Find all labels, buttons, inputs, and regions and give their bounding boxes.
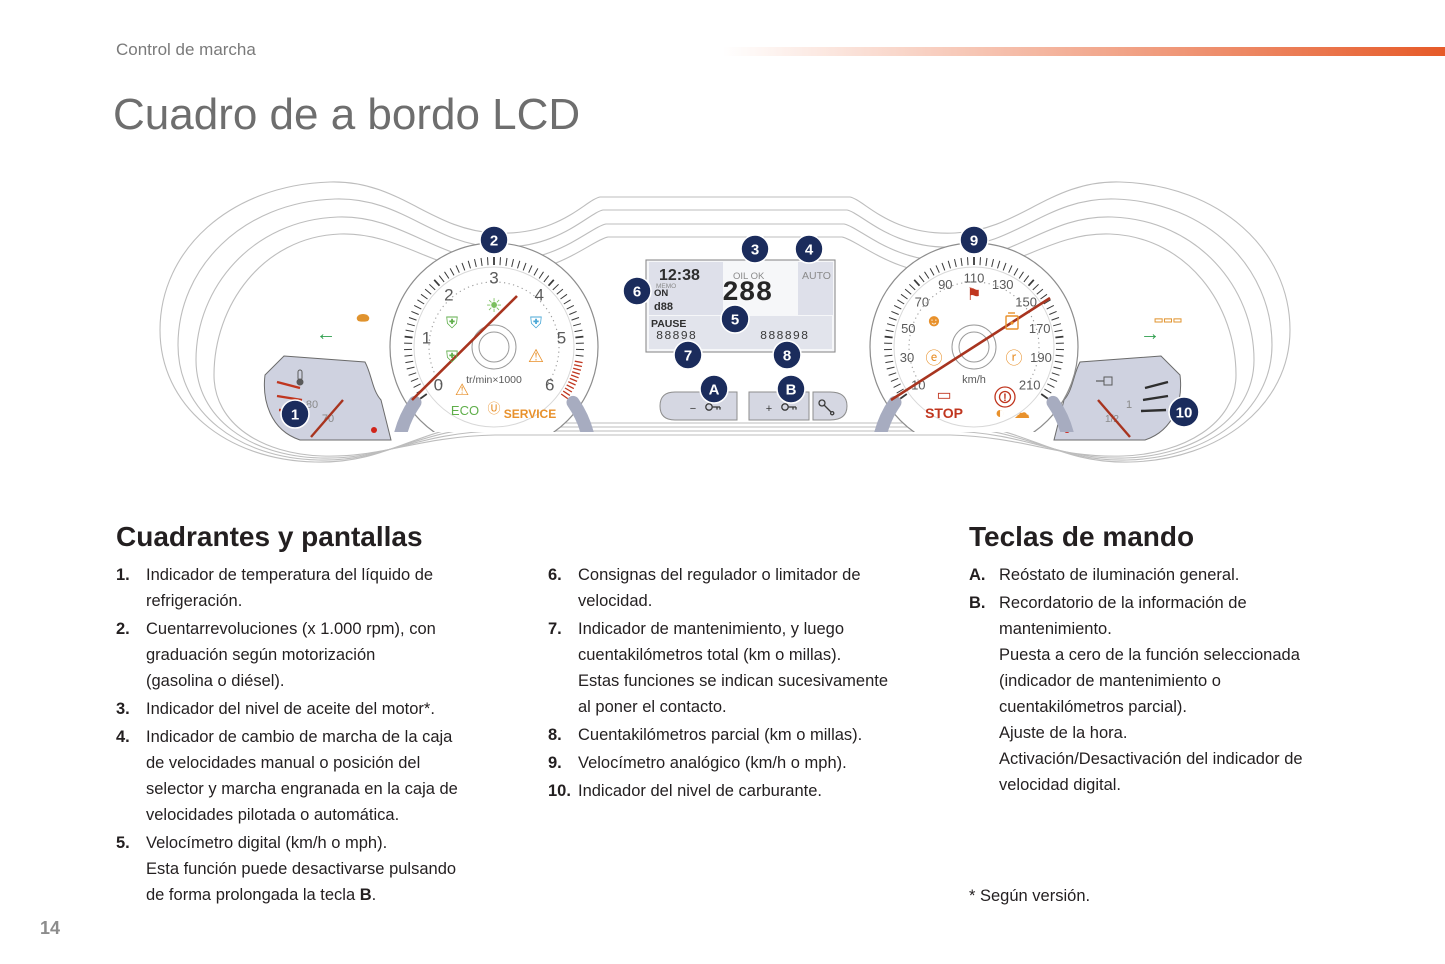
svg-text:2: 2 [490, 233, 498, 250]
svg-text:5: 5 [557, 329, 566, 348]
svg-text:50: 50 [901, 321, 915, 336]
svg-text:tr/min×1000: tr/min×1000 [466, 374, 522, 386]
svg-text:1: 1 [422, 329, 431, 348]
svg-text:5: 5 [731, 312, 739, 329]
svg-text:12:38: 12:38 [659, 267, 700, 284]
svg-text:1: 1 [1126, 399, 1132, 411]
svg-text:A: A [709, 382, 720, 399]
svg-text:⚠: ⚠ [455, 382, 469, 399]
svg-text:Ⓤ: Ⓤ [487, 401, 500, 416]
svg-text:4: 4 [534, 286, 543, 305]
svg-text:▭▭▭: ▭▭▭ [1154, 315, 1182, 326]
svg-text:⚑: ⚑ [966, 285, 981, 304]
svg-text:9: 9 [970, 233, 978, 250]
svg-text:210: 210 [1019, 377, 1041, 392]
svg-text:⛨: ⛨ [446, 349, 458, 366]
svg-text:AUTO: AUTO [802, 270, 831, 282]
svg-text:190: 190 [1030, 350, 1052, 365]
svg-text:→: → [1140, 323, 1160, 345]
svg-text:ON: ON [654, 288, 668, 299]
svg-text:110: 110 [964, 270, 985, 285]
svg-text:⛨: ⛨ [530, 315, 542, 332]
svg-text:▭: ▭ [936, 387, 951, 404]
svg-text:90: 90 [938, 277, 952, 292]
svg-text:30: 30 [900, 350, 914, 365]
svg-text:−: − [690, 403, 696, 415]
svg-text:☀: ☀ [485, 296, 502, 317]
svg-text:3: 3 [751, 242, 759, 259]
svg-text:170: 170 [1029, 321, 1051, 336]
svg-text:B: B [786, 382, 797, 399]
svg-text:km/h: km/h [962, 374, 986, 386]
svg-text:288: 288 [722, 278, 772, 309]
svg-text:STOP: STOP [925, 405, 963, 421]
svg-text:ⓔ: ⓔ [926, 349, 943, 368]
svg-text:1: 1 [291, 407, 299, 424]
svg-text:2: 2 [444, 286, 453, 305]
svg-text:6: 6 [545, 375, 554, 394]
svg-text:!: ! [1003, 392, 1007, 404]
svg-text:10: 10 [1176, 405, 1193, 422]
svg-text:d88: d88 [654, 301, 673, 313]
svg-text:ECO: ECO [451, 403, 479, 418]
svg-text:8: 8 [783, 348, 791, 365]
svg-text:SERVICE: SERVICE [504, 407, 556, 421]
svg-text:☻: ☻ [925, 311, 943, 330]
svg-text:←: ← [316, 323, 336, 345]
svg-text:+: + [766, 403, 772, 415]
svg-text:7: 7 [684, 348, 692, 365]
svg-text:⛨: ⛨ [446, 315, 458, 332]
svg-text:4: 4 [805, 242, 814, 259]
svg-text:◐: ◐ [995, 405, 1005, 422]
svg-text:ⓡ: ⓡ [1006, 349, 1023, 368]
svg-text:130: 130 [992, 277, 1014, 292]
svg-text:70: 70 [915, 295, 929, 310]
svg-text:☁: ☁ [1014, 405, 1030, 422]
svg-text:6: 6 [633, 284, 641, 301]
svg-text:3: 3 [489, 268, 498, 287]
svg-text:⚠: ⚠ [528, 346, 544, 366]
